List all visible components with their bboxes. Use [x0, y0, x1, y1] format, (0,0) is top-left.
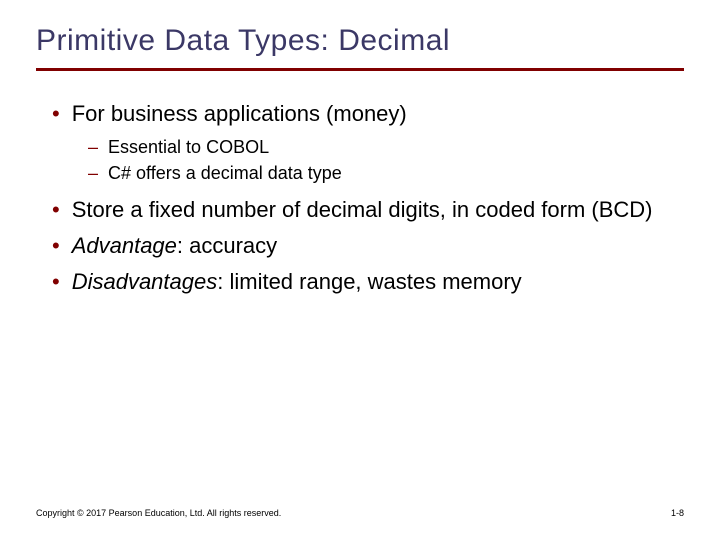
- title-underline: [36, 68, 684, 71]
- bullet-text: For business applications (money): [72, 99, 407, 129]
- bullet-text: Store a fixed number of decimal digits, …: [72, 195, 653, 225]
- content-area: • For business applications (money) – Es…: [36, 99, 684, 296]
- bullet-rest: : accuracy: [177, 233, 277, 258]
- italic-term: Disadvantages: [72, 269, 218, 294]
- slide: Primitive Data Types: Decimal • For busi…: [0, 0, 720, 540]
- footer: Copyright © 2017 Pearson Education, Ltd.…: [36, 508, 684, 518]
- sub-bullet-group: – Essential to COBOL – C# offers a decim…: [52, 135, 684, 186]
- italic-term: Advantage: [72, 233, 177, 258]
- bullet-text: Advantage: accuracy: [72, 231, 277, 261]
- bullet-rest: : limited range, wastes memory: [217, 269, 521, 294]
- bullet-item: • Advantage: accuracy: [52, 231, 684, 261]
- sub-bullet-item: – C# offers a decimal data type: [88, 161, 684, 185]
- bullet-marker: •: [52, 195, 60, 225]
- bullet-item: • Disadvantages: limited range, wastes m…: [52, 267, 684, 297]
- sub-bullet-item: – Essential to COBOL: [88, 135, 684, 159]
- bullet-text: Disadvantages: limited range, wastes mem…: [72, 267, 522, 297]
- sub-bullet-text: Essential to COBOL: [108, 135, 269, 159]
- bullet-marker: •: [52, 267, 60, 297]
- bullet-item: • For business applications (money): [52, 99, 684, 129]
- copyright-text: Copyright © 2017 Pearson Education, Ltd.…: [36, 508, 281, 518]
- sub-bullet-marker: –: [88, 135, 98, 159]
- bullet-marker: •: [52, 99, 60, 129]
- sub-bullet-text: C# offers a decimal data type: [108, 161, 342, 185]
- sub-bullet-marker: –: [88, 161, 98, 185]
- bullet-marker: •: [52, 231, 60, 261]
- page-number: 1-8: [671, 508, 684, 518]
- bullet-item: • Store a fixed number of decimal digits…: [52, 195, 684, 225]
- slide-title: Primitive Data Types: Decimal: [36, 24, 684, 58]
